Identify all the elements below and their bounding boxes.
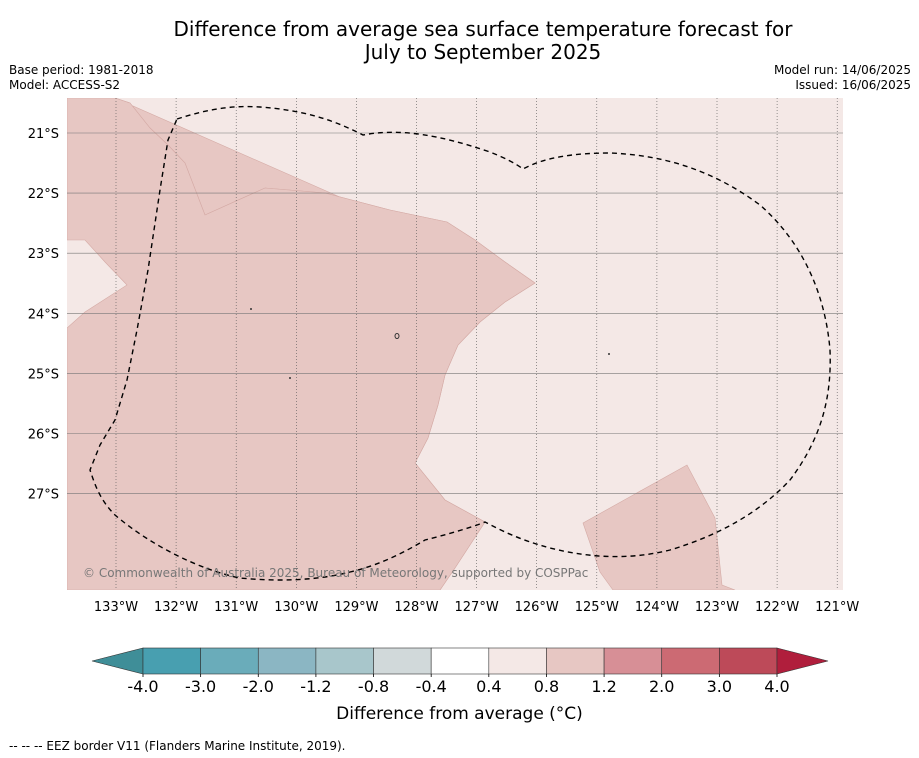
colorbar-segment (488, 647, 547, 675)
colorbar-tick-label: 4.0 (764, 677, 789, 696)
longitude-labels: 133°W 132°W 131°W 130°W 129°W 128°W 127°W 126°W… (94, 600, 860, 615)
colorbar-segment (430, 647, 490, 675)
island-dot (250, 308, 252, 310)
colorbar-segment (315, 647, 374, 675)
latitude-labels: 21°S 22°S 23°S 24°S 25°S 26°S 27°S (28, 127, 59, 503)
island-dot (289, 377, 291, 379)
colorbar-tick-label: 2.0 (649, 677, 674, 696)
longitude-label: 122°W (755, 600, 799, 615)
title-line-2: July to September 2025 (364, 40, 602, 64)
colorbar-segment (200, 647, 259, 675)
issued-date: Issued: 16/06/2025 (795, 78, 911, 92)
colorbar-segment (373, 647, 432, 675)
latitude-label: 26°S (28, 428, 59, 443)
longitude-label: 124°W (635, 600, 679, 615)
meta-left: Base period: 1981-2018 Model: ACCESS-S2 (9, 63, 154, 93)
colorbar-extend-low (91, 647, 144, 675)
colorbar-tick-label: -1.2 (300, 677, 331, 696)
eez-border (89, 105, 831, 581)
longitude-label: 125°W (575, 600, 619, 615)
longitude-label: 128°W (394, 600, 438, 615)
longitude-label: 132°W (154, 600, 198, 615)
longitude-label: 131°W (214, 600, 258, 615)
colorbar-tick-label: 0.4 (476, 677, 501, 696)
colorbar-segment (142, 647, 201, 675)
anomaly-regions (67, 98, 736, 590)
colorbar-tick-label: -2.0 (243, 677, 274, 696)
latitude-label: 23°S (28, 247, 59, 262)
latitude-label: 25°S (28, 367, 59, 382)
colorbar-segment (719, 647, 778, 675)
longitude-label: 121°W (815, 600, 859, 615)
latitude-label: 21°S (28, 127, 59, 142)
latitude-label: 22°S (28, 187, 59, 202)
colorbar-tick-label: 1.2 (591, 677, 616, 696)
latitude-label: 24°S (28, 307, 59, 322)
colorbar-segment (603, 647, 663, 675)
colorbar-tick-label: 0.8 (534, 677, 559, 696)
anomaly-region-southeast (582, 464, 736, 590)
longitude-label: 123°W (695, 600, 739, 615)
longitude-label: 127°W (455, 600, 499, 615)
longitude-label: 126°W (515, 600, 559, 615)
longitude-label: 129°W (334, 600, 378, 615)
colorbar-segment (546, 647, 605, 675)
colorbar-tick-label: -3.0 (185, 677, 216, 696)
colorbar: -4.0 -3.0 -2.0 -1.2 -0.8 -0.4 0.4 0.8 1.2 2.0 3.0 4… (91, 647, 829, 696)
longitude-label: 130°W (274, 600, 318, 615)
latitude-label: 27°S (28, 488, 59, 503)
footnote: -- -- -- EEZ border V11 (Flanders Marine… (9, 739, 346, 753)
colorbar-tick-label: -0.8 (358, 677, 389, 696)
colorbar-tick-label: 3.0 (707, 677, 732, 696)
longitude-label: 133°W (94, 600, 138, 615)
colorbar-segment (661, 647, 720, 675)
meta-right: Model run: 14/06/2025 Issued: 16/06/2025 (774, 63, 911, 93)
copyright-text: © Commonwealth of Australia 2025, Bureau… (83, 566, 588, 580)
model-name: Model: ACCESS-S2 (9, 78, 121, 92)
colorbar-extend-high (776, 647, 829, 675)
anomaly-region-west (67, 98, 536, 590)
colorbar-axis-label: Difference from average (°C) (336, 704, 583, 724)
island-dot (394, 333, 400, 339)
title-line-1: Difference from average sea surface temp… (173, 17, 793, 41)
colorbar-segment (257, 647, 317, 675)
gridlines (67, 98, 843, 590)
colorbar-tick-label: -4.0 (127, 677, 158, 696)
island-dot (608, 353, 610, 355)
colorbar-tick-label: -0.4 (416, 677, 447, 696)
map-title: Difference from average sea surface temp… (0, 18, 919, 64)
model-run: Model run: 14/06/2025 (773, 63, 911, 77)
base-period: Base period: 1981-2018 (9, 63, 154, 77)
